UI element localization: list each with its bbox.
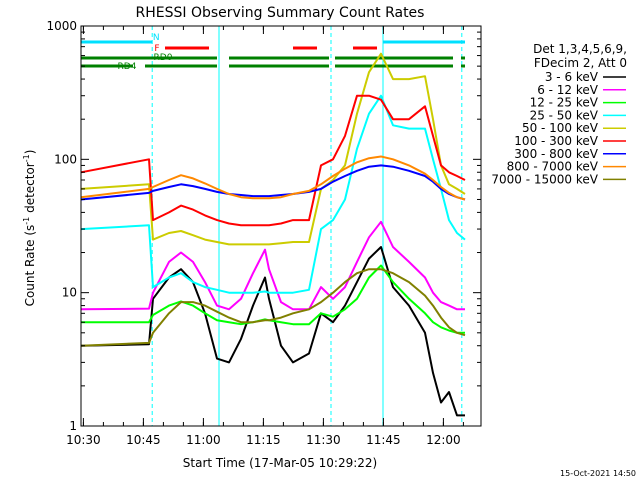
series-line-3: [80, 94, 466, 294]
legend-label-4: 50 - 100 keV: [522, 121, 599, 135]
series-line-7: [80, 155, 466, 201]
legend-label-3: 25 - 50 keV: [530, 108, 599, 122]
legend-header-line-1: Det 1,3,4,5,6,9,: [533, 42, 627, 56]
y-label-sup1: -1: [22, 217, 31, 225]
y-axis-label: Count Rate (s-1 detector-1): [22, 150, 37, 307]
y-label-mid: detector: [23, 162, 37, 217]
flag-label-n: N: [153, 33, 160, 43]
series-line-6: [80, 164, 466, 201]
y-tick-label-1: 10: [62, 286, 77, 300]
y-label-main: Count Rate (s: [23, 225, 37, 307]
series-line-2: [81, 264, 465, 334]
x-tick-label-0: 10:30: [66, 433, 101, 447]
flag-label-f: F: [154, 44, 159, 54]
legend-label-2: 12 - 25 keV: [530, 96, 599, 110]
flag-label-rd0: RD0: [154, 53, 173, 63]
series-line-4: [80, 52, 466, 246]
y-axis-label-group: Count Rate (s-1 detector-1): [22, 150, 37, 307]
x-axis-label: Start Time (17-Mar-05 10:29:22): [183, 456, 377, 470]
legend-label-0: 3 - 6 keV: [545, 70, 599, 84]
x-tick-label-6: 12:00: [426, 433, 461, 447]
series-line-1: [80, 220, 465, 311]
x-tick-label-2: 11:00: [186, 433, 221, 447]
legend-label-6: 300 - 800 keV: [514, 147, 598, 161]
legend-label-5: 100 - 300 keV: [514, 134, 598, 148]
legend-label-7: 800 - 7000 keV: [507, 160, 599, 174]
x-tick-label-4: 11:30: [306, 433, 341, 447]
plot-frame: [80, 25, 482, 427]
series-line-8: [80, 268, 466, 347]
y-tick-label-0: 1: [69, 419, 77, 433]
series-line-0: [80, 246, 465, 417]
axis-layer: 1 10 100 1000 10:30 10:45 11:00 11:15 11:30 11:45…: [46, 19, 481, 447]
footer-timestamp: 15-Oct-2021 14:50: [560, 469, 636, 478]
y-label-sup2: -1: [22, 154, 31, 162]
y-tick-label-3: 1000: [46, 19, 77, 33]
legend-label-1: 6 - 12 keV: [537, 83, 599, 97]
x-tick-label-1: 10:45: [126, 433, 161, 447]
legend: Det 1,3,4,5,6,9, FDecim 2, Att 0 3 - 6 k…: [491, 42, 627, 186]
legend-label-8: 7000 - 15000 keV: [491, 172, 598, 186]
series-line-5: [80, 94, 466, 227]
legend-header-line-2: FDecim 2, Att 0: [534, 56, 627, 70]
x-tick-label-5: 11:45: [366, 433, 401, 447]
chart-title: RHESSI Observing Summary Count Rates: [136, 5, 425, 21]
y-label-end: ): [23, 150, 37, 155]
x-tick-label-3: 11:15: [246, 433, 281, 447]
y-tick-label-2: 100: [54, 152, 77, 166]
flag-label-rd4: RD4: [118, 62, 137, 72]
